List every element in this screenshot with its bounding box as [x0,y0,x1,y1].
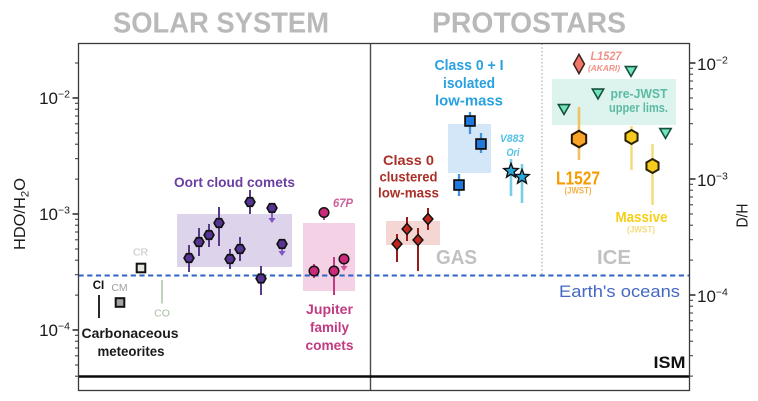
svg-text:Class 0 + I: Class 0 + I [435,58,504,74]
svg-text:L1527: L1527 [591,51,623,63]
svg-text:D/H: D/H [735,204,752,228]
svg-text:ICE: ICE [597,246,631,269]
svg-text:Oort cloud comets: Oort cloud comets [174,174,295,190]
svg-text:L1527: L1527 [556,169,600,189]
svg-text:CI: CI [93,280,105,292]
svg-text:upper lims.: upper lims. [609,101,668,115]
svg-text:Ori: Ori [507,147,521,159]
svg-text:Massive: Massive [616,209,668,226]
svg-text:low-mass: low-mass [435,94,503,110]
svg-text:Earth's oceans: Earth's oceans [559,283,680,301]
svg-text:HDO/H2O: HDO/H2O [12,178,32,250]
svg-text:SOLAR SYSTEM: SOLAR SYSTEM [113,8,329,40]
svg-text:pre-JWST: pre-JWST [611,87,668,101]
svg-text:clustered: clustered [380,169,438,185]
svg-text:comets: comets [306,337,354,353]
svg-text:CR: CR [133,247,149,259]
svg-text:(JWST): (JWST) [565,186,592,197]
svg-text:(JWST): (JWST) [627,225,655,236]
svg-text:meteorites: meteorites [98,343,165,359]
svg-text:low-mass: low-mass [378,185,439,201]
svg-text:family: family [310,319,349,335]
svg-text:CM: CM [111,282,127,294]
svg-text:ISM: ISM [654,353,686,372]
svg-text:Jupiter: Jupiter [306,301,354,317]
svg-text:(AKARI): (AKARI) [588,63,620,73]
svg-text:67P: 67P [333,198,353,210]
svg-text:GAS: GAS [436,246,477,269]
svg-text:CO: CO [154,308,170,320]
svg-text:Carbonaceous: Carbonaceous [82,325,179,341]
svg-text:Class 0: Class 0 [383,152,434,168]
svg-text:PROTOSTARS: PROTOSTARS [432,8,626,40]
svg-text:isolated: isolated [443,76,495,92]
svg-text:V883: V883 [500,133,524,145]
